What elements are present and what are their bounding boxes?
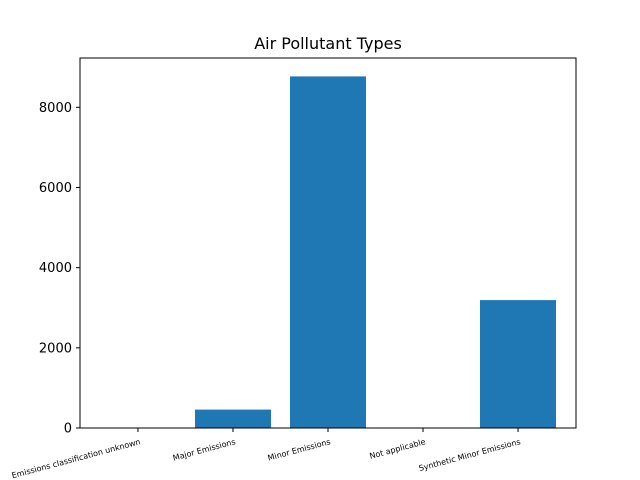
bar-synthetic-minor-emissions — [480, 300, 556, 428]
x-tick-label: Emissions classification unknown — [11, 437, 142, 480]
y-tick-label: 2000 — [39, 341, 72, 356]
bar-major-emissions — [195, 409, 271, 428]
x-tick-label: Synthetic Minor Emissions — [418, 437, 522, 473]
bar-minor-emissions — [290, 76, 366, 429]
y-tick-label: 6000 — [39, 181, 72, 196]
y-tick-label: 0 — [64, 422, 72, 437]
x-axis: Emissions classification unknown Major Em… — [11, 428, 522, 480]
x-tick-label: Minor Emissions — [267, 437, 332, 462]
x-tick-label: Not applicable — [369, 437, 427, 461]
plot-frame — [79, 57, 577, 429]
x-tick-label: Major Emissions — [172, 437, 237, 462]
y-axis: 0 2000 4000 6000 8000 — [39, 101, 80, 437]
y-tick-label: 8000 — [39, 101, 72, 116]
bars-group — [100, 76, 556, 429]
y-tick-label: 4000 — [39, 261, 72, 276]
chart-title: Air Pollutant Types — [254, 34, 402, 53]
